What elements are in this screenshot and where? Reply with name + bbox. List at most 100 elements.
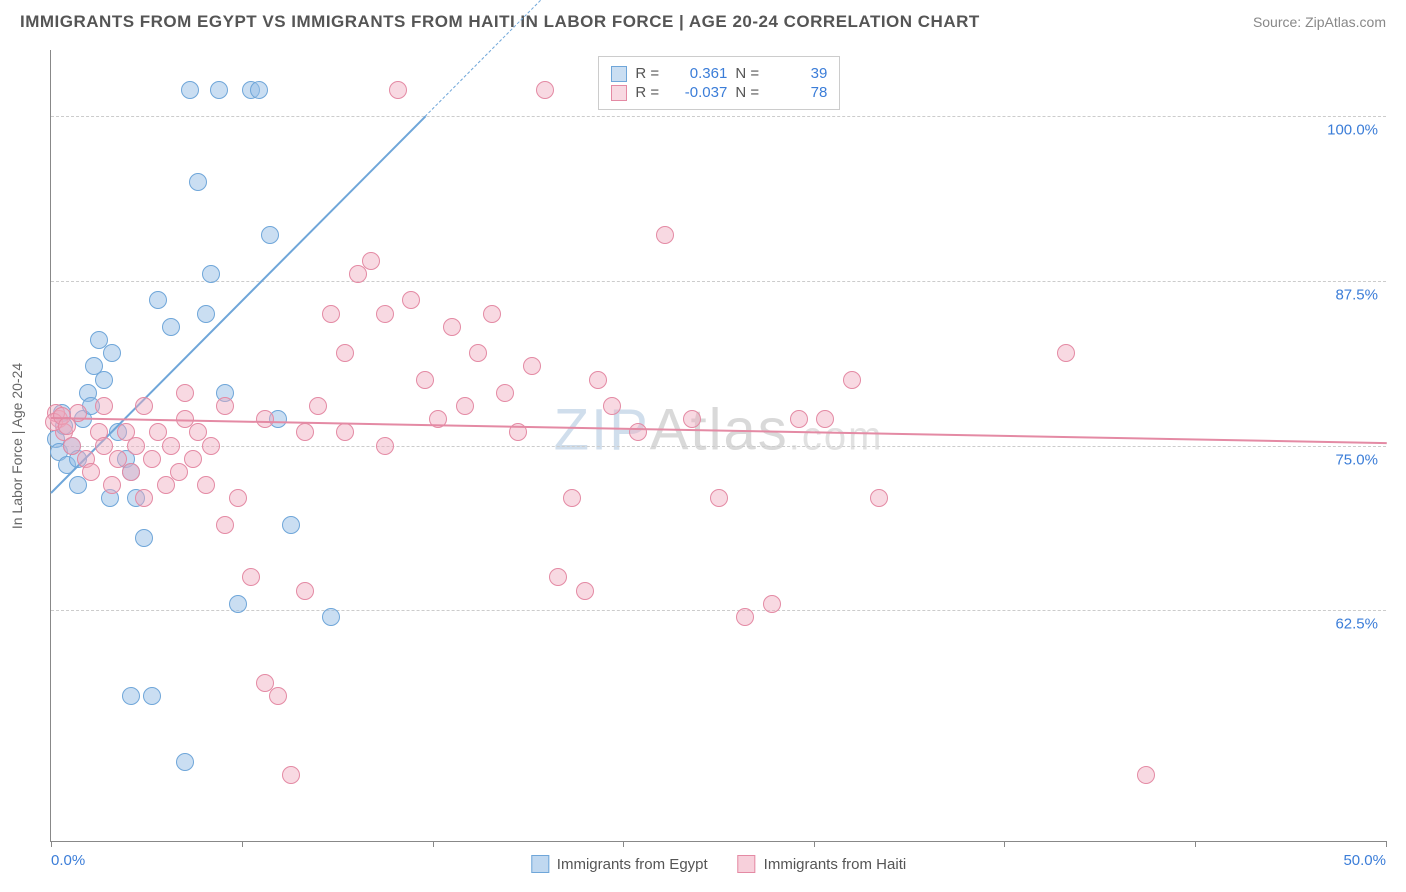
- y-tick-label: 87.5%: [1335, 286, 1378, 303]
- stat-r-value: 0.361: [671, 65, 727, 82]
- stat-n-label: N =: [735, 65, 763, 82]
- x-tick: [242, 841, 243, 847]
- scatter-point: [229, 595, 247, 613]
- scatter-point: [197, 305, 215, 323]
- scatter-point: [184, 450, 202, 468]
- scatter-point: [149, 291, 167, 309]
- scatter-point: [122, 687, 140, 705]
- chart-title: IMMIGRANTS FROM EGYPT VS IMMIGRANTS FROM…: [20, 12, 980, 32]
- scatter-point: [269, 687, 287, 705]
- correlation-stats-box: R =0.361N =39R =-0.037N =78: [598, 56, 840, 110]
- scatter-point: [296, 423, 314, 441]
- x-tick: [1004, 841, 1005, 847]
- scatter-point: [816, 410, 834, 428]
- scatter-point: [309, 397, 327, 415]
- legend-swatch: [611, 85, 627, 101]
- scatter-point: [843, 371, 861, 389]
- x-tick: [1386, 841, 1387, 847]
- y-axis-label: In Labor Force | Age 20-24: [9, 362, 25, 528]
- scatter-point: [376, 305, 394, 323]
- legend-swatch: [738, 855, 756, 873]
- x-tick: [814, 841, 815, 847]
- source-prefix: Source:: [1253, 14, 1305, 30]
- gridline-horizontal: [51, 610, 1386, 611]
- scatter-point: [736, 608, 754, 626]
- scatter-point: [95, 397, 113, 415]
- scatter-point: [629, 423, 647, 441]
- legend-bottom: Immigrants from EgyptImmigrants from Hai…: [531, 855, 906, 873]
- scatter-point: [496, 384, 514, 402]
- scatter-point: [82, 463, 100, 481]
- stat-r-label: R =: [635, 65, 663, 82]
- y-tick-label: 75.0%: [1335, 451, 1378, 468]
- scatter-point: [197, 476, 215, 494]
- gridline-horizontal: [51, 116, 1386, 117]
- legend-swatch: [611, 66, 627, 82]
- scatter-point: [242, 568, 260, 586]
- legend-swatch: [531, 855, 549, 873]
- scatter-point: [1137, 766, 1155, 784]
- scatter-point: [181, 81, 199, 99]
- scatter-point: [763, 595, 781, 613]
- scatter-point: [143, 450, 161, 468]
- source-link[interactable]: ZipAtlas.com: [1305, 14, 1386, 30]
- scatter-point: [469, 344, 487, 362]
- source-attribution: Source: ZipAtlas.com: [1253, 14, 1386, 30]
- scatter-point: [336, 423, 354, 441]
- gridline-horizontal: [51, 281, 1386, 282]
- scatter-point: [336, 344, 354, 362]
- scatter-point: [103, 476, 121, 494]
- scatter-point: [127, 437, 145, 455]
- scatter-point: [135, 529, 153, 547]
- trend-line: [51, 417, 1387, 444]
- scatter-point: [176, 753, 194, 771]
- scatter-point: [389, 81, 407, 99]
- scatter-point: [202, 265, 220, 283]
- legend-item: Immigrants from Haiti: [738, 855, 907, 873]
- gridline-horizontal: [51, 446, 1386, 447]
- stat-r-value: -0.037: [671, 84, 727, 101]
- x-tick: [51, 841, 52, 847]
- scatter-point: [683, 410, 701, 428]
- stat-n-label: N =: [735, 84, 763, 101]
- scatter-point: [157, 476, 175, 494]
- y-tick-label: 100.0%: [1327, 121, 1378, 138]
- scatter-plot: ZIPAtlas.com 62.5%75.0%87.5%100.0%0.0%50…: [51, 50, 1386, 841]
- scatter-point: [376, 437, 394, 455]
- scatter-point: [282, 516, 300, 534]
- x-tick-label: 50.0%: [1343, 852, 1386, 869]
- scatter-point: [1057, 344, 1075, 362]
- scatter-point: [216, 516, 234, 534]
- scatter-point: [135, 397, 153, 415]
- scatter-point: [456, 397, 474, 415]
- x-tick: [1195, 841, 1196, 847]
- x-tick-label: 0.0%: [51, 852, 85, 869]
- scatter-point: [216, 397, 234, 415]
- scatter-point: [162, 437, 180, 455]
- scatter-point: [95, 371, 113, 389]
- scatter-point: [710, 489, 728, 507]
- scatter-point: [143, 687, 161, 705]
- scatter-point: [870, 489, 888, 507]
- scatter-point: [322, 305, 340, 323]
- legend-label: Immigrants from Haiti: [764, 856, 907, 873]
- scatter-point: [483, 305, 501, 323]
- y-tick-label: 62.5%: [1335, 616, 1378, 633]
- chart-plot-area: In Labor Force | Age 20-24 ZIPAtlas.com …: [50, 50, 1386, 842]
- stat-r-label: R =: [635, 84, 663, 101]
- stat-n-value: 39: [771, 65, 827, 82]
- stats-row: R = 0.361 N = 39: [611, 65, 827, 82]
- scatter-point: [549, 568, 567, 586]
- scatter-point: [563, 489, 581, 507]
- scatter-point: [103, 344, 121, 362]
- scatter-point: [402, 291, 420, 309]
- x-tick: [433, 841, 434, 847]
- scatter-point: [790, 410, 808, 428]
- x-tick: [623, 841, 624, 847]
- chart-header: IMMIGRANTS FROM EGYPT VS IMMIGRANTS FROM…: [0, 0, 1406, 40]
- scatter-point: [362, 252, 380, 270]
- scatter-point: [210, 81, 228, 99]
- scatter-point: [122, 463, 140, 481]
- scatter-point: [170, 463, 188, 481]
- scatter-point: [576, 582, 594, 600]
